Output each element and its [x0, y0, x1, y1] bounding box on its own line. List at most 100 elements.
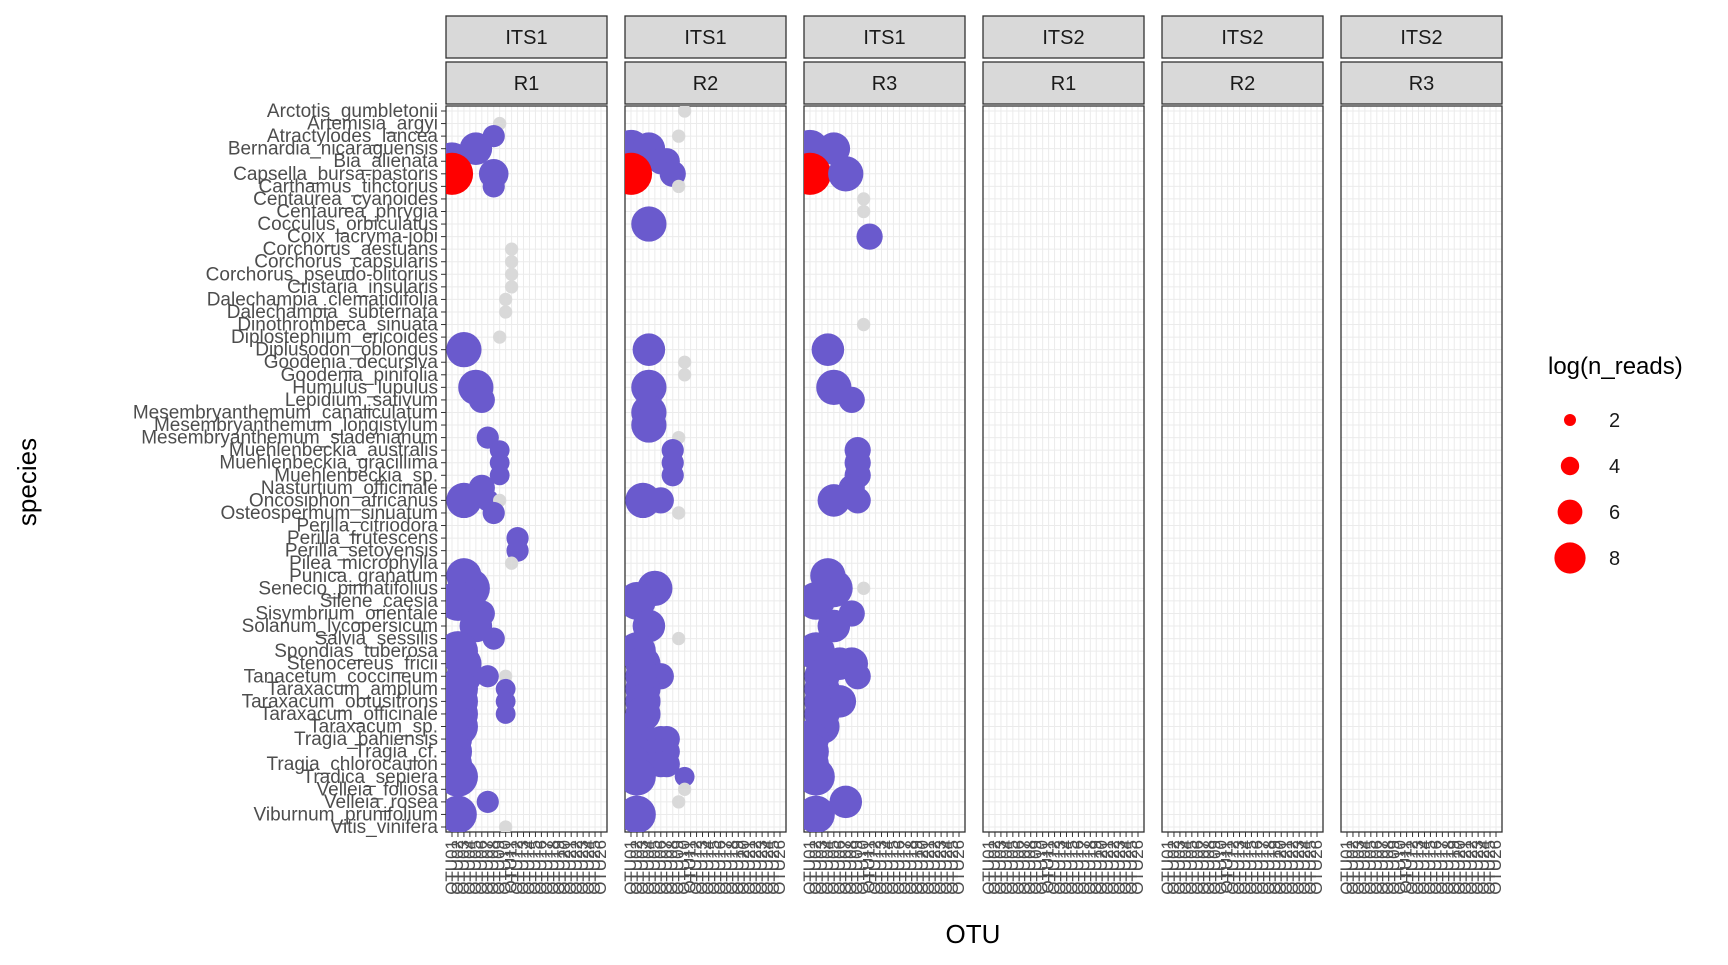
y-tick-label: Nasturtium_officinale: [261, 478, 438, 499]
x-tick-label: OTU12: [866, 840, 885, 895]
series-points: [625, 106, 695, 832]
data-point: [495, 704, 516, 724]
facet-strip-sub: [1340, 61, 1503, 105]
y-tick-label: Sisymbrium_orientale: [255, 603, 438, 624]
x-tick-label: OTU22: [1104, 840, 1123, 895]
facet-strip-top-label: ITS2: [1042, 27, 1084, 49]
data-point: [817, 609, 851, 643]
x-tick-label: OTU15: [1420, 840, 1439, 895]
data-point: [672, 179, 686, 194]
data-point: [446, 756, 478, 797]
data-point: [468, 386, 495, 414]
y-tick-label: Salvia_sessilis: [314, 629, 438, 650]
series-points: [804, 129, 883, 832]
x-tick-label: OTU07: [478, 840, 497, 895]
y-tick-label: Mesembryanthemum_longistylum: [154, 415, 438, 436]
data-point: [446, 795, 477, 832]
x-tick-label: OTU03: [991, 840, 1010, 895]
x-tick-label: OTU04: [639, 840, 658, 895]
x-tick-label: OTU06: [1367, 840, 1386, 895]
y-tick-label: Dinothrombeca_sinuata: [237, 315, 438, 336]
facet-strip-sub-label: R2: [693, 73, 719, 95]
x-tick-label: OTU16: [1426, 840, 1445, 895]
panel-border: [624, 105, 787, 833]
x-ticks: [630, 832, 781, 837]
data-point: [498, 305, 513, 319]
data-point: [493, 330, 507, 344]
data-point: [504, 280, 519, 294]
y-tick-label: Humulus_lupulus: [292, 377, 438, 398]
data-point: [856, 192, 871, 206]
y-tick-label: Arctotis_gumbletonii: [267, 101, 438, 122]
x-tick-label: OTU18: [1080, 840, 1099, 895]
facet-strip-top-label: ITS1: [505, 27, 547, 49]
y-tick-label: Muehlenbeckia_sp.: [274, 465, 438, 486]
data-point: [632, 333, 666, 366]
y-tick-label: Pilea_microphylla: [289, 553, 438, 574]
data-point: [506, 539, 529, 562]
data-point: [482, 627, 505, 650]
y-tick-label: Tragia_chlorocaulon: [267, 754, 438, 775]
data-point: [828, 156, 864, 192]
x-tick-label: OTU02: [1164, 840, 1183, 895]
panel-border: [1340, 105, 1503, 833]
x-ticks: [451, 832, 602, 837]
x-tick-label: OTU23: [573, 840, 592, 895]
x-tick-label: OTU20: [555, 840, 574, 895]
x-tick-label: OTU15: [1241, 840, 1260, 895]
x-tick-label: OTU11: [502, 840, 521, 894]
data-point: [653, 751, 680, 778]
panel-grid: [804, 106, 965, 832]
x-ticks: [1346, 832, 1497, 837]
x-tick-label: OTU06: [1188, 840, 1207, 895]
facet-strip-top: [1161, 15, 1324, 59]
y-tick-label: Taraxacum_amplum: [267, 679, 438, 700]
x-tick-label: OTU16: [531, 840, 550, 895]
y-tick-label: Velleia_rosea: [324, 792, 439, 813]
x-tick-label: OTU20: [1271, 840, 1290, 895]
data-point: [804, 582, 835, 620]
x-tick-label: OTU23: [752, 840, 771, 895]
panel-background: [1341, 106, 1502, 832]
y-axis-title: species: [12, 438, 42, 526]
x-tick-label: OTU13: [1051, 840, 1070, 895]
facet-strip-sub: [624, 61, 787, 105]
x-tick-label: OTU19: [907, 840, 926, 895]
x-tick-label: OTU17: [716, 840, 735, 895]
data-point: [498, 292, 513, 307]
y-tick-label: Centaurea_phrygia: [276, 201, 438, 222]
y-tick-label: Cristaria_insularis: [287, 277, 438, 298]
x-tick-label: OTU16: [1068, 840, 1087, 895]
x-tick-label: OTU07: [836, 840, 855, 895]
facet-panel: ITS2 R1: [982, 15, 1145, 837]
y-tick-label: Dalechampia_clematidifolia: [207, 289, 439, 310]
x-tick-label: OTU09: [848, 840, 867, 895]
x-tick-label: OTU25: [943, 840, 962, 895]
facet-strip-top: [1340, 15, 1503, 59]
x-tick-label: OTU10: [1391, 840, 1410, 895]
x-tick-label: OTU04: [1355, 840, 1374, 895]
x-tick-label: OTU21: [919, 840, 938, 895]
x-tick-label: OTU22: [567, 840, 586, 895]
facet-strip-sub: [1161, 61, 1324, 105]
x-ticks: [809, 832, 960, 837]
x-tick-label: OTU16: [1247, 840, 1266, 895]
x-tick-label: OTU05: [1003, 840, 1022, 895]
data-point: [838, 386, 865, 414]
x-tick-label: OTU13: [514, 840, 533, 895]
x-tick-label: OTU09: [1206, 840, 1225, 895]
x-tick-label: OTU09: [490, 840, 509, 895]
facet-panels: ITS1 R1 ITS1 R2 ITS1 R3 ITS2 R1 ITS2 R2 ITS2 R3: [445, 15, 1503, 837]
x-tick-label: OTU20: [913, 840, 932, 895]
data-point: [677, 106, 692, 118]
x-tick-label: OTU18: [543, 840, 562, 895]
x-tick-label: OTU18: [722, 840, 741, 895]
legend-key: [1554, 542, 1586, 574]
x-tick-label: OTU14: [877, 840, 896, 895]
x-tick-label: OTU21: [1456, 840, 1475, 895]
x-tick-label: OTU19: [728, 840, 747, 895]
panel-border: [1161, 105, 1324, 833]
x-tick-label: OTU15: [1062, 840, 1081, 895]
facet-strip-sub-label: R3: [1409, 73, 1435, 95]
facet-strip-top: [803, 15, 966, 59]
